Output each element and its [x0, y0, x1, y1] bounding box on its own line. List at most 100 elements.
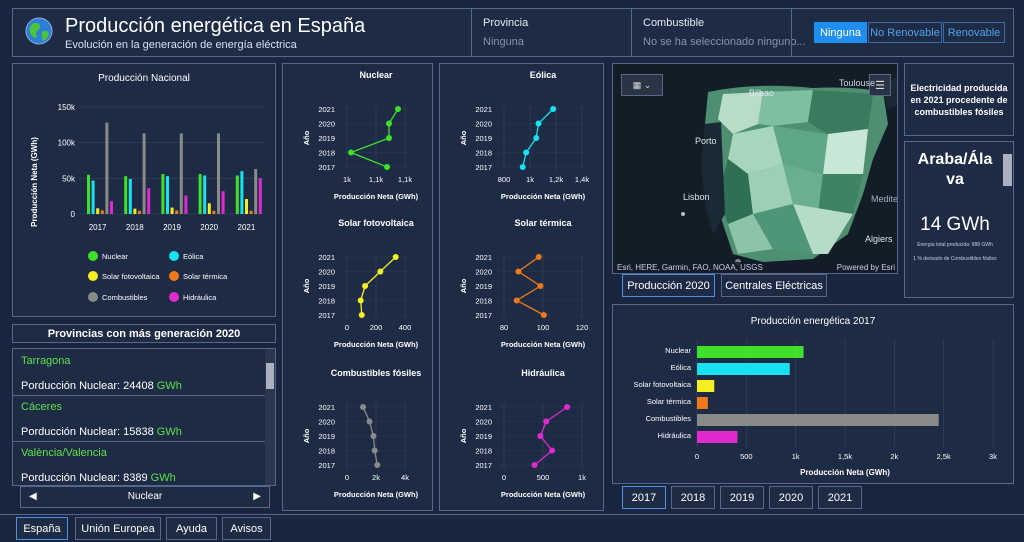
mini-point — [543, 418, 550, 425]
bar-nuclear — [235, 175, 239, 214]
bottom-tab-avisos[interactable]: Avisos — [222, 517, 271, 540]
bar-solar-fotovoltaica — [245, 199, 248, 214]
mini-point — [362, 283, 369, 289]
mini-title: Solar fotovoltaica — [338, 218, 415, 228]
mini-chart-eólica: Eólica Año 2017 2018 2019 2020 2021 800 1k 1,2k 1,… — [459, 70, 589, 201]
mini-title: Hidráulica — [521, 368, 566, 378]
year-tab-2021[interactable]: 2021 — [818, 486, 862, 509]
mini-point — [537, 433, 544, 439]
year-tab-2018[interactable]: 2018 — [671, 486, 715, 509]
mini-xtick: 1,1k — [398, 175, 412, 184]
mini-title: Solar térmica — [514, 218, 572, 228]
province-name-0[interactable]: Tarragona — [21, 355, 71, 367]
mini-point — [371, 447, 378, 454]
mini-point — [523, 149, 530, 156]
mini-xlabel: Producción Neta (GWh) — [334, 192, 419, 201]
bottom-tab-ue[interactable]: Unión Europea — [75, 517, 161, 540]
info-value-box: Araba/Ála va 14 GWh Energía total produc… — [904, 141, 1014, 298]
bar-nuclear — [198, 174, 202, 214]
bar-combustibles — [254, 169, 258, 214]
bottom-tab-espana[interactable]: España — [16, 517, 68, 540]
mini-ytick: 2017 — [475, 163, 492, 172]
mini-point — [386, 135, 392, 141]
hbar-category: Nuclear — [665, 346, 691, 355]
filter-no-renovable-button[interactable]: No Renovable — [868, 22, 942, 43]
provincia-select[interactable]: Ninguna — [483, 36, 524, 48]
y-tick-label: 100k — [58, 139, 76, 148]
bar-hidráulica — [258, 178, 262, 214]
mini-ytick: 2018 — [475, 297, 492, 306]
mini-point — [531, 462, 538, 468]
legend-label: Hidráulica — [183, 293, 217, 302]
bar-hidráulica — [147, 188, 151, 214]
mini-ytick: 2020 — [475, 120, 492, 129]
mini-point — [564, 404, 571, 410]
mini-left-panel: Nuclear Año 2017 2018 2019 2020 2021 1k 1,1k 1,1k… — [282, 63, 433, 511]
hbar-category: Combustibles — [646, 414, 692, 423]
bar-solar-fotovoltaica — [170, 207, 174, 214]
mini-ylabel: Año — [459, 278, 468, 293]
mini-point — [386, 120, 392, 127]
mini-xtick: 1k — [526, 175, 534, 184]
nacional-panel: Producción Nacional Producción Neta (GWh… — [12, 63, 276, 317]
info-value: 14 GWh — [920, 214, 990, 235]
hbar-xtick: 3k — [989, 452, 997, 461]
filter-ninguna-button[interactable]: Ninguna — [814, 22, 867, 43]
list-scrollbar[interactable] — [265, 349, 275, 485]
map-list-icon[interactable]: ☰ — [869, 74, 891, 96]
mini-xtick: 80 — [500, 323, 508, 332]
mini-xlabel: Producción Neta (GWh) — [501, 192, 586, 201]
year-tab-2019[interactable]: 2019 — [720, 486, 764, 509]
bottom-tab-ayuda[interactable]: Ayuda — [166, 517, 217, 540]
bar-eólica — [166, 176, 169, 214]
hbar-category: Eólica — [671, 363, 692, 372]
map-tab-produccion[interactable]: Producción 2020 — [622, 274, 715, 297]
bottom-rule — [0, 514, 1024, 515]
map-panel[interactable]: ▦ ⌄ ☰ Toulouse Bilbao Porto Lisbon Medit… — [612, 63, 898, 274]
hbar-xlabel: Producción Neta (GWh) — [800, 468, 890, 477]
legend-label: Solar fotovoltaica — [102, 272, 160, 281]
mini-point — [384, 164, 390, 170]
map-view[interactable] — [613, 64, 898, 274]
mini-point — [535, 254, 542, 260]
bar-eólica — [91, 180, 95, 214]
provincias-list[interactable]: Tarragona Porducción Nuclear: 24408 GWh … — [12, 348, 276, 486]
hbar-xtick: 2k — [890, 452, 898, 461]
mini-ytick: 2020 — [475, 418, 492, 427]
province-name-1[interactable]: Cáceres — [21, 401, 62, 413]
mini-xtick: 0 — [345, 473, 349, 482]
pager-prev-icon[interactable]: ◀ — [29, 491, 37, 502]
mini-xtick: 1,4k — [575, 175, 589, 184]
bar-nuclear — [124, 176, 128, 214]
mini-xtick: 1k — [343, 175, 351, 184]
mini-xtick: 200 — [370, 323, 383, 332]
bar-eólica — [128, 179, 132, 214]
province-name-2[interactable]: València/Valencia — [21, 447, 107, 459]
mini-ylabel: Año — [459, 130, 468, 145]
mini-xtick: 4k — [401, 473, 409, 482]
x-tick-label: 2018 — [126, 223, 144, 232]
mini-ylabel: Año — [302, 428, 311, 443]
info-heading: Electricidad producida en 2021 procedent… — [910, 82, 1008, 117]
bar-combustibles — [142, 133, 146, 214]
map-tab-centrales[interactable]: Centrales Eléctricas — [721, 274, 827, 297]
map-layer-button[interactable]: ▦ ⌄ — [621, 74, 663, 96]
mini-ytick: 2019 — [318, 432, 335, 441]
map-city-lisbon: Lisbon — [683, 192, 710, 202]
mini-xlabel: Producción Neta (GWh) — [334, 490, 419, 499]
hbar-bar — [697, 346, 804, 358]
mini-ylabel: Año — [302, 278, 311, 293]
hbar-panel: Producción energética 2017 Producción Ne… — [612, 304, 1014, 484]
hbar-bar — [697, 380, 715, 392]
info-scrollbar[interactable] — [1003, 154, 1012, 186]
combustible-select[interactable]: No se ha seleccionado ninguno... — [643, 36, 806, 48]
x-tick-label: 2020 — [200, 223, 218, 232]
filter-renovable-button[interactable]: Renovable — [943, 22, 1005, 43]
year-tab-2020[interactable]: 2020 — [769, 486, 813, 509]
legend-label: Eólica — [183, 252, 204, 261]
mini-ytick: 2019 — [475, 432, 492, 441]
provincia-label: Provincia — [483, 17, 529, 29]
year-tab-2017[interactable]: 2017 — [622, 486, 666, 509]
pager-next-icon[interactable]: ▶ — [253, 491, 261, 502]
hbar-title: Producción energética 2017 — [751, 316, 876, 327]
